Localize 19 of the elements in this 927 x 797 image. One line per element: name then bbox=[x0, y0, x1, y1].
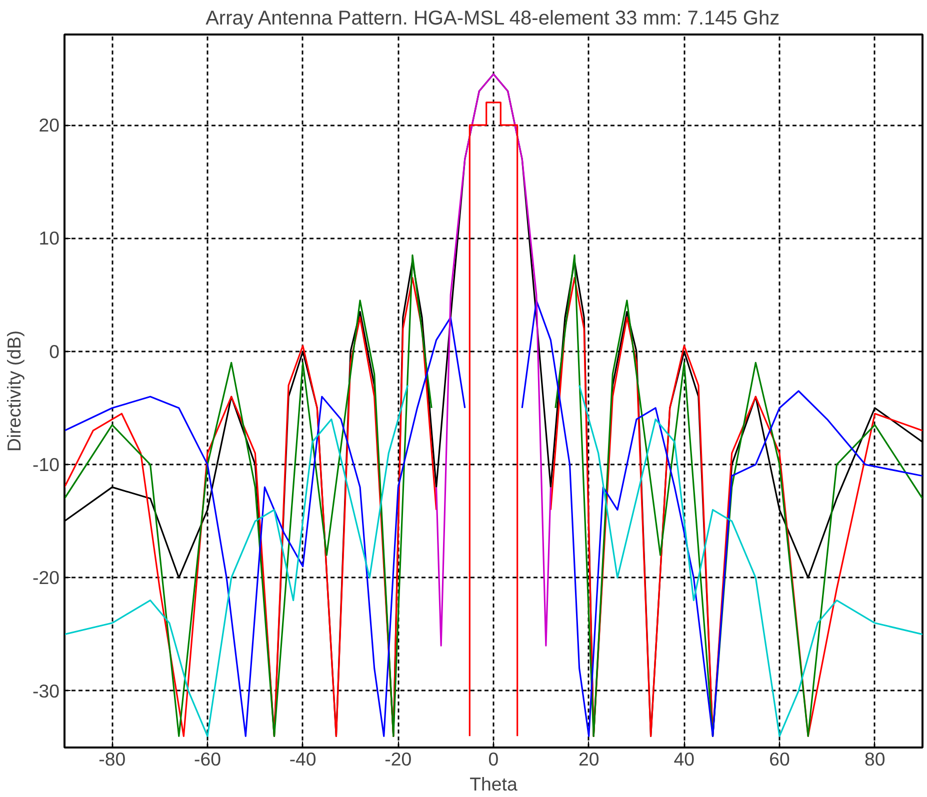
x-tick-label: -20 bbox=[384, 748, 412, 770]
x-axis-title: Theta bbox=[470, 774, 518, 794]
line-series bbox=[436, 73, 552, 646]
x-tick-label: -60 bbox=[194, 748, 221, 770]
chart-title: Array Antenna Pattern. HGA-MSL 48-element 33 mm: 7.145 Ghz bbox=[206, 8, 780, 30]
y-tick-label: -20 bbox=[32, 567, 60, 588]
x-tick-label: -40 bbox=[289, 748, 316, 770]
x-tick-label: 80 bbox=[864, 748, 886, 770]
y-tick-label: 20 bbox=[38, 114, 60, 136]
x-tick-label: 20 bbox=[578, 748, 600, 770]
y-axis-title: Directivity (dB) bbox=[4, 330, 25, 452]
y-tick-label: 10 bbox=[38, 228, 60, 249]
y-tick-label: -30 bbox=[32, 680, 60, 702]
x-tick-label: 0 bbox=[488, 748, 499, 770]
y-tick-label: 0 bbox=[49, 340, 60, 362]
y-tick-label: -10 bbox=[32, 454, 60, 476]
x-tick-label: -80 bbox=[98, 748, 126, 770]
x-tick-label: 60 bbox=[769, 748, 790, 770]
x-tick-label: 40 bbox=[674, 748, 695, 770]
